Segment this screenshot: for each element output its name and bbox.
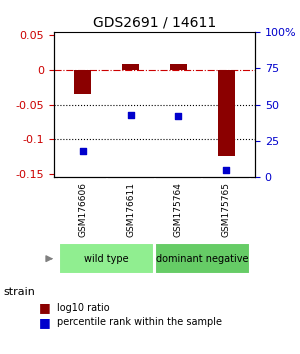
Text: GSM176606: GSM176606 <box>78 182 87 237</box>
Point <box>224 167 229 173</box>
Text: GSM175764: GSM175764 <box>174 182 183 237</box>
Text: percentile rank within the sample: percentile rank within the sample <box>57 317 222 327</box>
Text: ■: ■ <box>39 302 51 314</box>
Bar <box>218 70 235 156</box>
Text: wild type: wild type <box>84 254 129 264</box>
Text: dominant negative: dominant negative <box>156 254 249 264</box>
Title: GDS2691 / 14611: GDS2691 / 14611 <box>93 15 216 29</box>
Text: strain: strain <box>3 287 35 297</box>
Point <box>80 148 85 154</box>
Text: log10 ratio: log10 ratio <box>57 303 110 313</box>
Bar <box>154 243 250 274</box>
Text: GSM176611: GSM176611 <box>126 182 135 237</box>
Text: ■: ■ <box>39 316 51 329</box>
Point <box>176 113 181 119</box>
Bar <box>59 243 154 274</box>
Text: GSM175765: GSM175765 <box>222 182 231 237</box>
Point <box>128 112 133 118</box>
Bar <box>74 70 91 94</box>
Bar <box>170 64 187 70</box>
Bar <box>122 64 139 70</box>
